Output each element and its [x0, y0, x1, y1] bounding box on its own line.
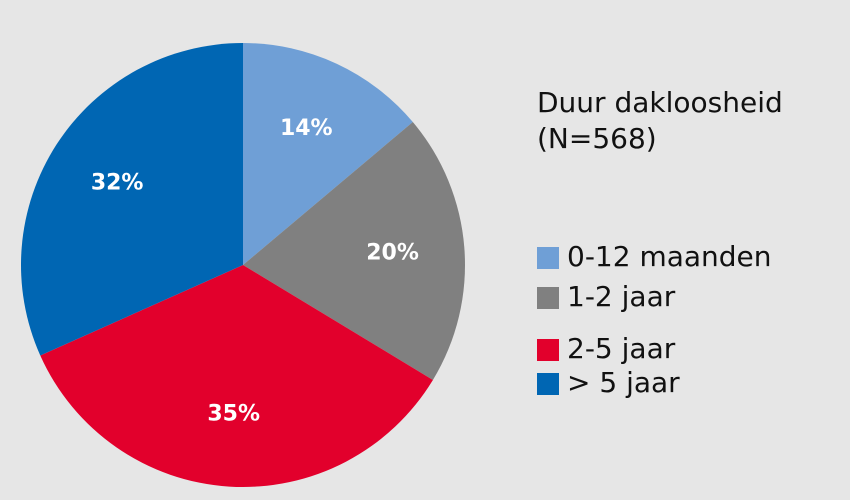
data-label: 32%: [91, 170, 144, 195]
legend-label: 1-2 jaar: [567, 280, 676, 313]
pie-slice: [243, 122, 466, 380]
legend-swatch: [537, 373, 559, 395]
chart-subtitle: (N=568): [537, 122, 657, 155]
legend-label: 2-5 jaar: [567, 332, 676, 365]
legend-label: 0-12 maanden: [567, 240, 772, 273]
data-label: 20%: [366, 240, 419, 265]
legend-swatch: [537, 287, 559, 309]
pie-slice: [243, 43, 413, 265]
legend-swatch: [537, 247, 559, 269]
data-label: 14%: [280, 116, 333, 141]
legend-label: > 5 jaar: [567, 366, 680, 399]
legend-swatch: [537, 339, 559, 361]
pie-slice: [40, 265, 433, 487]
pie-slice: [21, 43, 243, 356]
chart-title: Duur dakloosheid: [537, 86, 783, 119]
data-label: 35%: [207, 402, 260, 427]
